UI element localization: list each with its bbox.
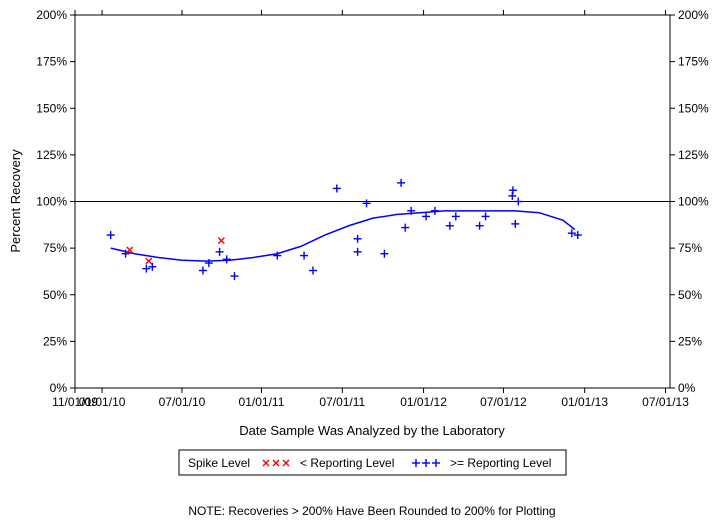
x-tick-label: 01/01/13	[561, 395, 608, 409]
x-tick-label: 01/01/12	[400, 395, 447, 409]
y-tick-label-right: 100%	[678, 195, 709, 209]
chart-svg: 0% 0% 25% 25% 50% 50% 75% 75% 100% 100% 125% 125% 15…	[0, 0, 720, 528]
x-axis-label: Date Sample Was Analyzed by the Laborato…	[239, 423, 505, 438]
y-tick-label: 25%	[43, 334, 67, 348]
y-tick-label: 100%	[36, 195, 67, 209]
y-tick-label-right: 150%	[678, 101, 709, 115]
x-tick-label: 07/01/13	[642, 395, 689, 409]
trend-curve	[111, 211, 575, 261]
y-tick-label-right: 50%	[678, 288, 702, 302]
x-tick-label: 07/01/11	[319, 395, 365, 409]
footer-note: NOTE: Recoveries > 200% Have Been Rounde…	[188, 504, 555, 518]
legend-item1-label: < Reporting Level	[300, 456, 394, 470]
legend-marker-red	[263, 460, 289, 466]
y-tick-label: 0%	[50, 381, 68, 395]
y-tick-label-right: 175%	[678, 55, 709, 69]
y-tick-label-right: 125%	[678, 148, 709, 162]
y-tick-label-right: 200%	[678, 8, 709, 22]
series-blue	[107, 179, 582, 280]
legend-item2-label: >= Reporting Level	[450, 456, 551, 470]
x-tick-label: 07/01/12	[480, 395, 527, 409]
y-tick-label: 50%	[43, 288, 67, 302]
x-tick-label: 01/01/11	[239, 395, 285, 409]
x-tick-label: 01/01/10	[79, 395, 126, 409]
chart-container: 0% 0% 25% 25% 50% 50% 75% 75% 100% 100% 125% 125% 15…	[0, 0, 720, 528]
y-axis-label: Percent Recovery	[8, 149, 23, 253]
y-tick-label-right: 0%	[678, 381, 696, 395]
legend-title: Spike Level	[188, 456, 250, 470]
x-tick-label: 07/01/10	[159, 395, 206, 409]
y-tick-label-right: 25%	[678, 334, 702, 348]
y-tick-label: 175%	[36, 55, 67, 69]
y-tick-label-right: 75%	[678, 241, 702, 255]
legend: Spike Level < Reporting Level >= Reporti…	[179, 450, 566, 475]
y-tick-label: 200%	[36, 8, 67, 22]
y-tick-label: 125%	[36, 148, 67, 162]
legend-marker-blue	[412, 459, 440, 467]
y-tick-label: 150%	[36, 101, 67, 115]
y-tick-label: 75%	[43, 241, 67, 255]
x-axis-ticks: 11/01/0901/01/1007/01/1001/01/1107/01/11…	[52, 10, 689, 409]
